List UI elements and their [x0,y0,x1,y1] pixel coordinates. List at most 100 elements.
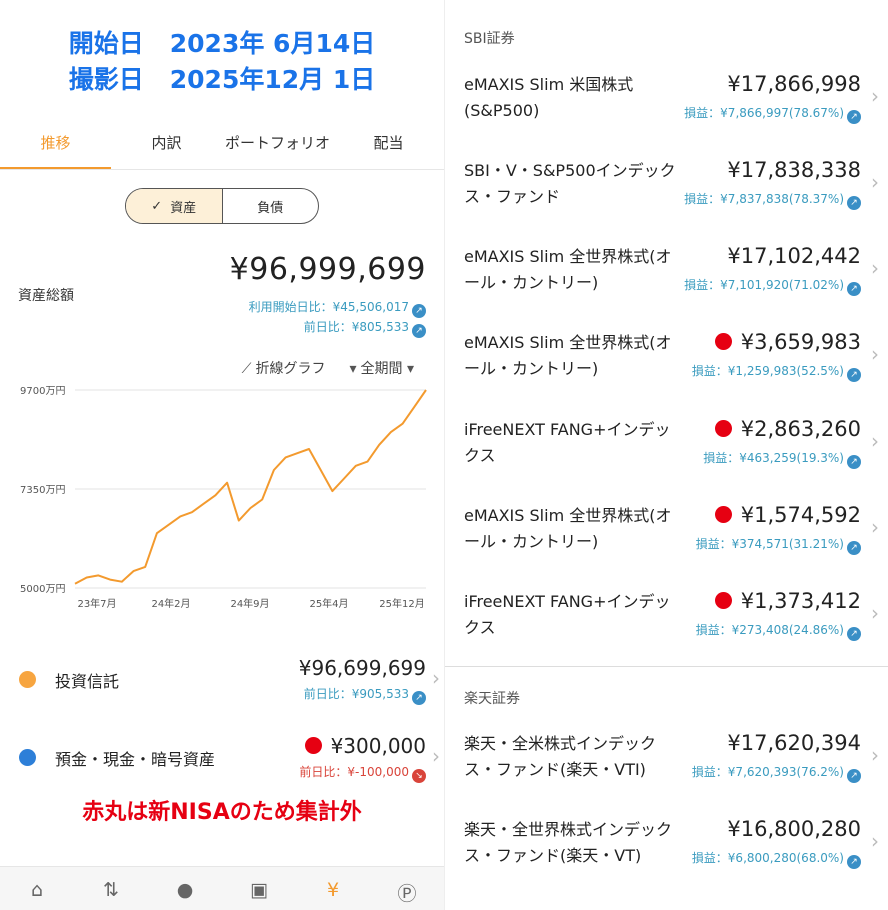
asset-trend-panel: 開始日 2023年 6月14日 撮影日 2025年12月 1日 推移 内訳 ポートフ… [0,26,444,910]
y-tick-label: 9700万円 [20,386,65,397]
nisa-red-dot [714,420,732,437]
fund-value: ¥1,574,592 [714,503,861,527]
fund-value: ¥17,102,442 [727,244,861,268]
fund-name: eMAXIS Slim 全世界株式(オール・カントリー) [464,506,672,551]
assets-toggle-label: 資産 [170,200,197,216]
fund-value-text: ¥17,866,998 [727,72,861,96]
fund-row[interactable]: eMAXIS Slim 全世界株式(オール・カントリー) ¥3,659,983 損益… [445,330,888,416]
fund-name: SBI・V・S&P500インデックス・ファンド [464,161,676,206]
fund-value: ¥16,800,280 [727,817,861,841]
up-arrow-icon: ↗ [847,282,861,296]
chart-controls: ⟋ 折線グラフ ▾ 全期間 ▾ [242,358,418,378]
screenshot-date: 2025年12月 1日 [169,65,376,94]
chevron-right-icon: › [871,342,879,366]
dropdown-icon: ▾ [349,361,357,377]
y-tick-label: 5000万円 [20,584,65,595]
fund-profit-text: 損益：¥7,866,997(78.67%) [684,106,844,120]
investment-trust-color-dot [19,671,36,688]
chevron-right-icon: › [432,666,440,690]
fund-name: 楽天・全米株式インデックス・ファンド(楽天・VTI) [464,734,657,779]
tab-breakdown[interactable]: 内訳 [151,134,182,152]
fund-value: ¥17,866,998 [727,72,861,96]
up-arrow-icon: ↗ [412,324,426,338]
money-bag-icon[interactable]: ¥ [326,879,340,901]
asset-value-text: ¥300,000 [330,734,426,758]
down-arrow-icon: ↘ [412,769,426,783]
tab-portfolio[interactable]: ポートフォリオ [224,134,330,152]
fund-row[interactable]: eMAXIS Slim 米国株式(S&P500) ¥17,866,998 損益：¥7… [445,72,888,158]
wallet-icon[interactable]: ▣ [250,879,268,901]
fund-value: ¥2,863,260 [714,417,861,441]
chevron-right-icon: › [871,743,879,767]
y-tick-label: 7350万円 [20,485,65,496]
period-select[interactable]: ▾ 全期間 ▾ [349,358,418,378]
fund-profit-text: 損益：¥463,259(19.3%) [703,451,844,465]
asset-row-cash[interactable]: 預金・現金・暗号資産 ¥300,000 前日比：¥-100,000 ↘ › [0,728,444,788]
chevron-right-icon: › [871,429,879,453]
fund-profit: 損益：¥1,259,983(52.5%) ↗ [692,362,861,382]
brokerage-section-title: 楽天証券 [464,691,520,707]
asset-value: ¥300,000 [304,734,426,758]
asset-liability-toggle: ✓ 資産 負債 [125,188,319,224]
assets-toggle-button[interactable]: ✓ 資産 [126,189,223,223]
chart-type-select[interactable]: ⟋ 折線グラフ [242,358,326,378]
total-assets-label: 資産総額 [18,288,74,304]
x-tick-label: 25年12月 [379,597,424,610]
prev-day-diff[interactable]: 前日比：¥805,533 ↗ [304,318,426,338]
fund-profit-text: 損益：¥6,800,280(68.0%) [691,851,844,865]
prev-day-text: 前日比：¥805,533 [303,320,409,334]
chevron-right-icon: › [871,829,879,853]
tab-trend[interactable]: 推移 [0,122,111,169]
asset-prev-day-text: 前日比：¥905,533 [303,687,409,701]
liabilities-toggle-button[interactable]: 負債 [223,189,319,223]
fund-row[interactable]: 楽天・全米株式インデックス・ファンド(楽天・VTI) ¥17,620,394 損益：… [445,731,888,817]
up-arrow-icon: ↗ [847,541,861,555]
tab-bar: 推移 内訳 ポートフォリオ 配当 [0,122,444,170]
fund-row[interactable]: eMAXIS Slim 全世界株式(オール・カントリー) ¥17,102,442 損… [445,244,888,330]
fund-row[interactable]: 楽天・全世界株式インデックス・ファンド(楽天・VT) ¥16,800,280 損益：… [445,817,888,903]
fund-profit-text: 損益：¥1,259,983(52.5%) [691,364,844,378]
points-icon[interactable]: Ⓟ [397,883,417,905]
fund-profit-text: 損益：¥7,620,393(76.2%) [691,765,844,779]
asset-prev-day: 前日比：¥905,533 ↗ [304,685,426,705]
fund-row[interactable]: iFreeNEXT FANG+インデックス ¥2,863,260 損益：¥463,2… [445,417,888,503]
start-label: 開始日 [68,29,144,58]
fund-name: iFreeNEXT FANG+インデックス [464,420,671,465]
fund-value-text: ¥17,838,338 [727,158,861,182]
x-tick-label: 24年2月 [151,597,190,610]
fund-profit: 損益：¥374,571(31.21%) ↗ [696,535,861,555]
holdings-panel: SBI証券 eMAXIS Slim 米国株式(S&P500) ¥17,866,998… [444,0,888,910]
asset-prev-day: 前日比：¥-100,000 ↘ [299,763,426,783]
fund-value-text: ¥1,373,412 [740,589,861,613]
since-start-diff[interactable]: 利用開始日比：¥45,506,017 ↗ [249,298,426,318]
fund-row[interactable]: eMAXIS Slim 全世界株式(オール・カントリー) ¥1,574,592 損益… [445,503,888,589]
chart-type-label: 折線グラフ [255,361,326,377]
fund-profit: 損益：¥7,837,838(78.37%) ↗ [684,190,861,210]
fund-row[interactable]: SBI・V・S&P500インデックス・ファンド ¥17,838,338 損益：¥7,… [445,158,888,244]
fund-row[interactable]: iFreeNEXT FANG+インデックス ¥1,373,412 損益：¥273,4… [445,589,888,675]
up-arrow-icon: ↗ [847,110,861,124]
transfer-icon[interactable]: ⇅ [103,879,119,901]
tab-dividend[interactable]: 配当 [373,134,404,152]
fund-name: eMAXIS Slim 米国株式(S&P500) [464,75,634,120]
period-label: 全期間 [360,361,403,377]
piggy-bank-icon[interactable]: ● [176,879,194,901]
nisa-red-dot [714,333,732,350]
asset-prev-day-text: 前日比：¥-100,000 [299,765,409,779]
asset-row-investment-trust[interactable]: 投資信託 ¥96,699,699 前日比：¥905,533 ↗ › [0,650,444,710]
liabilities-toggle-label: 負債 [257,200,284,216]
asset-series-line [74,389,427,585]
fund-value: ¥1,373,412 [714,589,861,613]
fund-name: eMAXIS Slim 全世界株式(オール・カントリー) [464,333,672,378]
date-header: 開始日 2023年 6月14日 撮影日 2025年12月 1日 [0,26,444,98]
fund-value: ¥3,659,983 [714,330,861,354]
up-arrow-icon: ↗ [847,855,861,869]
fund-profit-text: 損益：¥273,408(24.86%) [695,623,844,637]
x-tick-label: 23年7月 [77,597,116,610]
check-icon: ✓ [151,198,163,214]
x-tick-label: 24年9月 [230,597,269,610]
home-icon[interactable]: ⌂ [30,879,44,901]
bottom-nav: ⌂ ⇅ ● ▣ ¥ Ⓟ [0,866,444,910]
fund-name: eMAXIS Slim 全世界株式(オール・カントリー) [464,247,672,292]
asset-value: ¥96,699,699 [298,656,426,680]
